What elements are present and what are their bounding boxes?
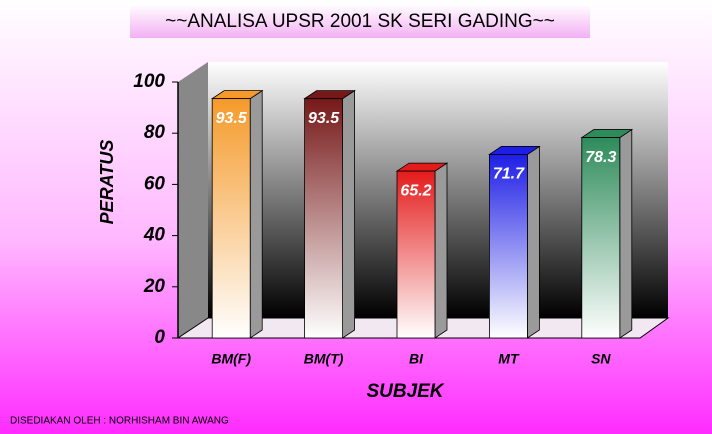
- value-label: 71.7: [493, 166, 525, 183]
- x-tick-label: SN: [591, 351, 611, 367]
- y-axis-label: PERATUS: [97, 140, 117, 225]
- x-tick-label: MT: [498, 351, 520, 367]
- value-label: 93.5: [216, 110, 248, 127]
- x-tick-label: BI: [409, 351, 424, 367]
- y-tick-label: 40: [143, 225, 166, 246]
- y-tick-label: 60: [144, 173, 166, 194]
- chart-title: ~~ANALISA UPSR 2001 SK SERI GADING~~: [165, 11, 555, 32]
- side-wall: [178, 62, 208, 338]
- y-tick-label: 0: [154, 327, 165, 348]
- bar: [396, 170, 436, 339]
- value-label: 78.3: [585, 149, 616, 166]
- bar: [488, 154, 528, 339]
- bar-side: [342, 89, 356, 339]
- y-tick-label: 20: [143, 276, 166, 297]
- bar-side: [619, 128, 633, 339]
- x-axis-label: SUBJEK: [366, 381, 444, 402]
- x-tick-label: BM(F): [211, 351, 251, 367]
- footer: DISEDIAKAN OLEH : NORHISHAM BIN AWANG: [10, 416, 229, 427]
- bar-side: [249, 89, 263, 339]
- bar: [304, 98, 344, 339]
- value-label: 65.2: [400, 182, 431, 199]
- bar: [581, 137, 621, 339]
- y-tick-label: 80: [144, 122, 166, 143]
- value-label: 93.5: [308, 110, 340, 127]
- bar-side: [434, 162, 448, 339]
- bar: [211, 98, 251, 339]
- title-box: [130, 4, 590, 38]
- y-tick-label: 100: [133, 71, 165, 92]
- bar-side: [527, 145, 540, 339]
- x-tick-label: BM(T): [304, 351, 344, 367]
